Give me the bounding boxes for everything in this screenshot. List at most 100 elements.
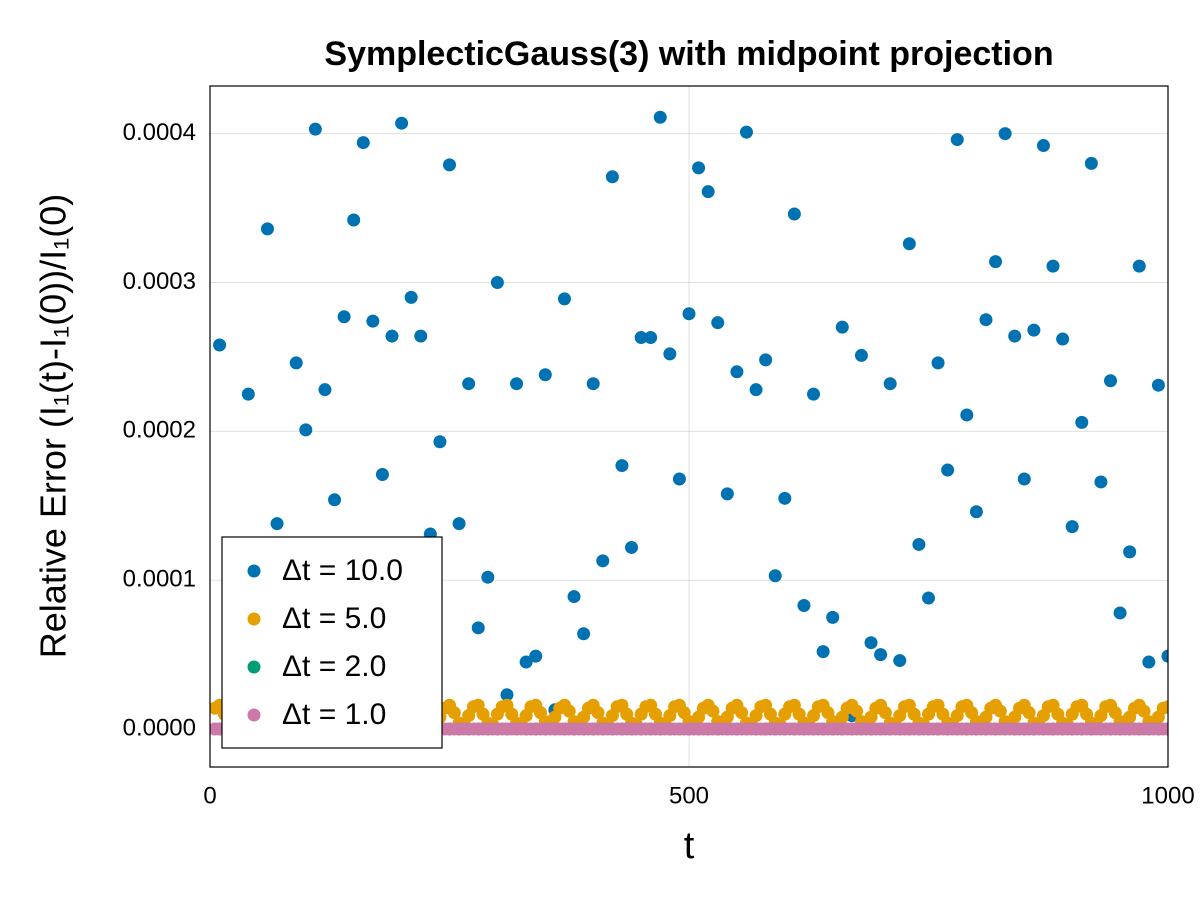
point xyxy=(213,338,227,352)
y-tick-label: 0.0001 xyxy=(123,566,196,593)
point xyxy=(1104,374,1118,388)
point xyxy=(663,347,677,361)
point xyxy=(591,706,605,720)
point xyxy=(366,314,380,328)
point xyxy=(878,706,892,720)
point xyxy=(529,649,543,663)
point xyxy=(706,704,720,718)
point xyxy=(874,648,888,662)
point xyxy=(299,423,313,437)
point xyxy=(385,329,399,343)
point xyxy=(730,365,744,379)
point xyxy=(1084,156,1098,170)
legend-marker xyxy=(247,612,261,626)
point xyxy=(1022,706,1036,720)
point xyxy=(883,377,897,391)
point xyxy=(969,505,983,519)
point xyxy=(1161,700,1168,714)
legend-marker xyxy=(247,660,261,674)
point xyxy=(768,569,782,583)
point xyxy=(447,706,461,720)
y-tick-label: 0.0003 xyxy=(123,268,196,295)
x-tick-label: 500 xyxy=(669,782,709,809)
point xyxy=(787,207,801,221)
point xyxy=(720,487,734,501)
point xyxy=(567,590,581,604)
point xyxy=(1161,649,1168,663)
point xyxy=(778,491,792,505)
point xyxy=(481,570,495,584)
point xyxy=(562,704,576,718)
point xyxy=(797,598,811,612)
point xyxy=(1056,332,1070,346)
legend-label: Δt = 1.0 xyxy=(282,698,386,731)
point xyxy=(395,116,409,130)
y-tick-label: 0.0002 xyxy=(123,417,196,444)
y-tick-label: 0.0000 xyxy=(123,714,196,741)
point xyxy=(241,387,255,401)
point xyxy=(557,292,571,306)
point xyxy=(500,688,514,702)
point xyxy=(711,316,725,330)
point xyxy=(1046,259,1060,273)
point xyxy=(989,255,1003,269)
point xyxy=(510,377,524,391)
point xyxy=(644,331,658,345)
point xyxy=(672,472,686,486)
point xyxy=(634,331,648,345)
point xyxy=(270,517,284,531)
point xyxy=(692,161,706,175)
point xyxy=(1027,323,1041,337)
point xyxy=(826,610,840,624)
point xyxy=(433,435,447,449)
point xyxy=(902,237,916,251)
point xyxy=(993,704,1007,718)
point xyxy=(462,377,476,391)
point xyxy=(586,377,600,391)
point xyxy=(1151,378,1165,392)
point xyxy=(1137,704,1151,718)
point xyxy=(1065,520,1079,534)
point xyxy=(835,320,849,334)
y-tick-label: 0.0004 xyxy=(123,119,196,146)
point xyxy=(625,540,639,554)
point xyxy=(735,706,749,720)
point xyxy=(922,591,935,605)
point xyxy=(375,468,389,482)
point xyxy=(404,290,418,304)
legend-label: Δt = 5.0 xyxy=(282,602,386,635)
point xyxy=(318,383,332,397)
x-axis-label: t xyxy=(684,825,695,867)
point xyxy=(950,133,964,147)
point xyxy=(596,554,610,568)
point xyxy=(337,310,351,324)
point xyxy=(816,645,830,659)
point xyxy=(739,125,753,139)
point xyxy=(1142,655,1156,669)
point xyxy=(471,621,485,635)
point xyxy=(854,348,868,362)
point xyxy=(682,307,696,321)
point xyxy=(443,158,456,172)
x-tick-label: 0 xyxy=(203,782,216,809)
point xyxy=(931,356,945,370)
point xyxy=(1036,139,1050,153)
point xyxy=(519,655,533,669)
point xyxy=(615,459,629,473)
plot-frame xyxy=(209,85,1169,768)
legend-label: Δt = 10.0 xyxy=(282,554,403,587)
point xyxy=(1094,475,1108,489)
point xyxy=(452,517,466,531)
point xyxy=(807,387,821,401)
chart-title: SymplecticGauss(3) with midpoint project… xyxy=(324,35,1053,73)
point xyxy=(1008,329,1022,343)
point xyxy=(998,127,1012,141)
point xyxy=(1161,722,1168,736)
point xyxy=(356,136,370,150)
point xyxy=(289,356,303,370)
legend-label: Δt = 2.0 xyxy=(282,650,386,683)
point xyxy=(328,493,342,507)
point xyxy=(912,537,926,551)
